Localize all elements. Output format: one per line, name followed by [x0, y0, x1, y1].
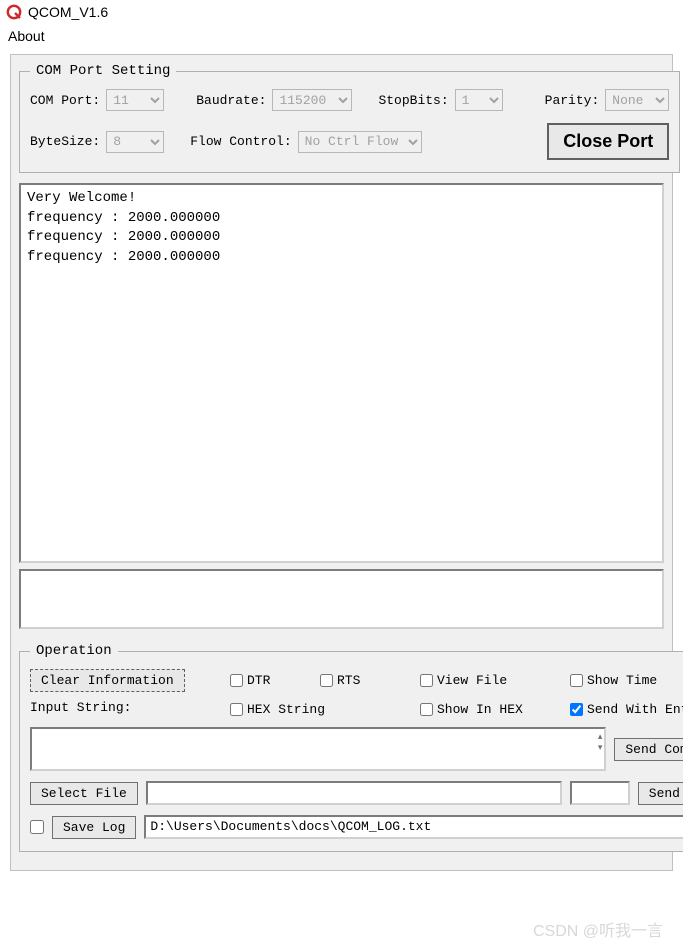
parity-select[interactable]: None: [605, 89, 669, 111]
dtr-checkbox[interactable]: DTR: [230, 673, 320, 688]
window-title: QCOM_V1.6: [28, 4, 108, 20]
send-with-enter-checkbox-input[interactable]: [570, 703, 583, 716]
save-log-button[interactable]: Save Log: [52, 816, 136, 839]
com-port-label: COM Port:: [30, 93, 100, 108]
com-port-settings-group: COM Port Setting COM Port: 11 Baudrate: …: [19, 63, 680, 173]
flowctrl-select[interactable]: No Ctrl Flow: [298, 131, 422, 153]
flowctrl-label: Flow Control:: [190, 134, 291, 149]
menu-about[interactable]: About: [8, 28, 45, 44]
close-port-button[interactable]: Close Port: [547, 123, 669, 160]
select-file-button[interactable]: Select File: [30, 782, 138, 805]
show-in-hex-checkbox[interactable]: Show In HEX: [420, 702, 570, 717]
show-time-checkbox-input[interactable]: [570, 674, 583, 687]
parity-label: Parity:: [545, 93, 600, 108]
view-file-checkbox[interactable]: View File: [420, 673, 570, 688]
com-port-settings-legend: COM Port Setting: [30, 63, 176, 79]
spin-arrows[interactable]: ▴ ▾: [598, 733, 603, 753]
watermark: CSDN @听我一言: [533, 917, 663, 941]
view-file-checkbox-input[interactable]: [420, 674, 433, 687]
log-path-input[interactable]: D:\Users\Documents\docs\QCOM_LOG.txt: [144, 815, 683, 839]
clear-information-button[interactable]: Clear Information: [30, 669, 185, 692]
title-bar: QCOM_V1.6: [0, 0, 683, 24]
show-time-checkbox[interactable]: Show Time: [570, 673, 683, 688]
send-with-enter-checkbox[interactable]: Send With Enter: [570, 702, 683, 717]
spin-down-icon[interactable]: ▾: [598, 744, 603, 753]
spin-up-icon[interactable]: ▴: [598, 733, 603, 742]
baudrate-select[interactable]: 115200: [272, 89, 352, 111]
menu-bar: About: [0, 24, 683, 50]
file-path-input[interactable]: [146, 781, 562, 805]
baudrate-label: Baudrate:: [196, 93, 266, 108]
command-input[interactable]: ▴ ▾: [30, 727, 606, 771]
hex-string-checkbox-input[interactable]: [230, 703, 243, 716]
terminal-output[interactable]: Very Welcome! frequency : 2000.000000 fr…: [19, 183, 664, 563]
com-port-select[interactable]: 11: [106, 89, 164, 111]
send-file-button[interactable]: Send File: [638, 782, 683, 805]
rts-checkbox[interactable]: RTS: [320, 673, 420, 688]
save-log-checkbox[interactable]: [30, 820, 44, 834]
operation-group: Operation Clear Information DTR RTS View…: [19, 643, 683, 852]
stopbits-label: StopBits:: [378, 93, 448, 108]
dtr-checkbox-input[interactable]: [230, 674, 243, 687]
hex-string-checkbox[interactable]: HEX String: [230, 702, 420, 717]
app-icon: [6, 4, 22, 20]
stopbits-select[interactable]: 1: [455, 89, 503, 111]
show-in-hex-checkbox-input[interactable]: [420, 703, 433, 716]
send-command-button[interactable]: Send Command: [614, 738, 683, 761]
input-string-label: Input String:: [30, 700, 131, 715]
main-frame: COM Port Setting COM Port: 11 Baudrate: …: [10, 54, 673, 871]
rts-checkbox-input[interactable]: [320, 674, 333, 687]
file-extra-input[interactable]: [570, 781, 630, 805]
status-area: [19, 569, 664, 629]
bytesize-label: ByteSize:: [30, 134, 100, 149]
bytesize-select[interactable]: 8: [106, 131, 164, 153]
operation-legend: Operation: [30, 643, 118, 659]
